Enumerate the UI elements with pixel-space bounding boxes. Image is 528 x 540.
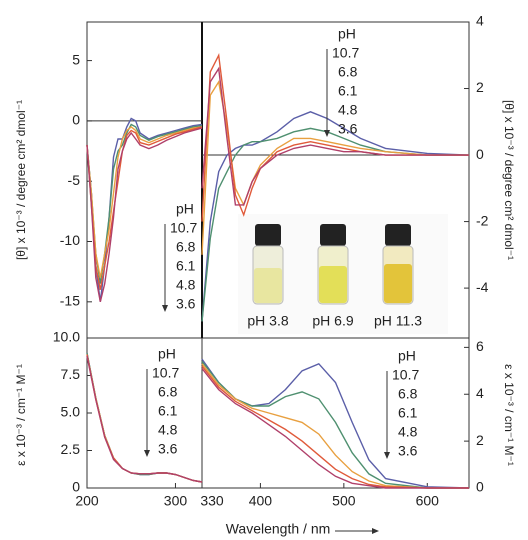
vial — [317, 224, 349, 305]
y-tick-label: 5.0 — [61, 404, 81, 420]
legend-entry: 6.1 — [158, 403, 178, 419]
legend-entry: 3.6 — [398, 443, 418, 459]
series-line — [86, 352, 203, 483]
series-line — [86, 354, 203, 483]
legend-entry: 10.7 — [170, 220, 197, 236]
inset-label: pH 6.9 — [312, 313, 353, 329]
series-line — [86, 355, 203, 483]
legend-entry: 6.8 — [398, 386, 418, 402]
vial — [382, 224, 414, 305]
legend-entry: 10.7 — [152, 365, 179, 381]
legend-entry: 6.1 — [176, 258, 196, 274]
series-line — [201, 127, 469, 322]
legend-title: pH — [176, 201, 194, 217]
series-line — [201, 111, 470, 322]
x-tick-label: 200 — [75, 493, 99, 509]
y-axis-label: ε x 10⁻³ / cm⁻¹ M⁻¹ — [502, 364, 516, 466]
y-tick-label: 0 — [476, 479, 484, 495]
series-line — [86, 127, 203, 302]
vial — [252, 224, 284, 305]
legend-entry: 4.8 — [398, 424, 418, 440]
series-line — [201, 52, 469, 222]
inset-label: pH 3.8 — [247, 313, 288, 329]
legend-entry: 4.8 — [338, 102, 358, 118]
series-line — [86, 352, 203, 483]
legend-arrowhead — [144, 450, 150, 457]
y-tick-label: 4 — [476, 385, 484, 401]
y-tick-label: 0 — [476, 146, 484, 162]
legend-entry: 3.6 — [158, 441, 178, 457]
legend-entry: 10.7 — [392, 367, 419, 383]
series-line — [201, 66, 469, 206]
series-line — [86, 125, 203, 278]
inset-label: pH 11.3 — [374, 313, 422, 329]
y-tick-label: -5 — [68, 172, 81, 188]
legend-entry: 6.8 — [338, 64, 358, 80]
legend-title: pH — [398, 348, 416, 364]
inset-photo — [238, 214, 448, 334]
x-tick-label: 400 — [249, 493, 273, 509]
x-tick-label: 330 — [200, 493, 224, 509]
y-tick-label: 5 — [72, 51, 80, 67]
y-tick-label: -10 — [60, 232, 80, 248]
legend-entry: 4.8 — [158, 422, 178, 438]
series-line — [86, 354, 203, 483]
legend-entry: 10.7 — [332, 45, 359, 61]
legend-entry: 3.6 — [338, 121, 358, 137]
legend-entry: 6.1 — [338, 83, 358, 99]
legend-title: pH — [158, 346, 176, 362]
y-tick-label: 0 — [72, 112, 80, 128]
y-tick-label: -4 — [476, 279, 489, 295]
x-tick-label: 600 — [416, 493, 440, 509]
series-line — [201, 365, 469, 489]
series-line — [86, 117, 203, 302]
y-axis-label: [θ] x 10⁻³ / degree cm² dmol⁻¹ — [14, 100, 28, 260]
y-tick-label: 4 — [476, 13, 484, 29]
legend-title: pH — [338, 26, 356, 42]
y-tick-label: -15 — [60, 293, 80, 309]
y-tick-label: 7.5 — [61, 366, 81, 382]
series-line — [201, 368, 469, 489]
y-tick-label: 2 — [476, 432, 484, 448]
series-line — [201, 363, 469, 489]
y-tick-label: 2.5 — [61, 441, 81, 457]
legend-arrowhead — [324, 130, 330, 137]
legend-entry: 6.8 — [158, 384, 178, 400]
legend-entry: 3.6 — [176, 296, 196, 312]
y-tick-label: 2 — [476, 79, 484, 95]
y-tick-label: 10.0 — [53, 329, 80, 345]
legend-entry: 4.8 — [176, 277, 196, 293]
legend-arrowhead — [162, 305, 168, 312]
x-label-arrowhead — [372, 528, 379, 534]
y-axis-label: [θ] x 10⁻³ / degree cm² dmol⁻¹ — [502, 100, 516, 260]
legend-entry: 6.1 — [398, 405, 418, 421]
frame — [86, 21, 470, 489]
series-line — [86, 126, 203, 290]
x-tick-label: 300 — [164, 493, 188, 509]
y-tick-label: -2 — [476, 212, 489, 228]
y-axis-label: ε x 10⁻³ / cm⁻¹ M⁻¹ — [14, 364, 28, 466]
y-tick-label: 6 — [476, 338, 484, 354]
legend-entry: 6.8 — [176, 239, 196, 255]
x-axis-label: Wavelength / nm — [226, 521, 331, 537]
legend-arrowhead — [384, 452, 390, 459]
x-tick-label: 500 — [332, 493, 356, 509]
y-tick-label: 0 — [72, 479, 80, 495]
